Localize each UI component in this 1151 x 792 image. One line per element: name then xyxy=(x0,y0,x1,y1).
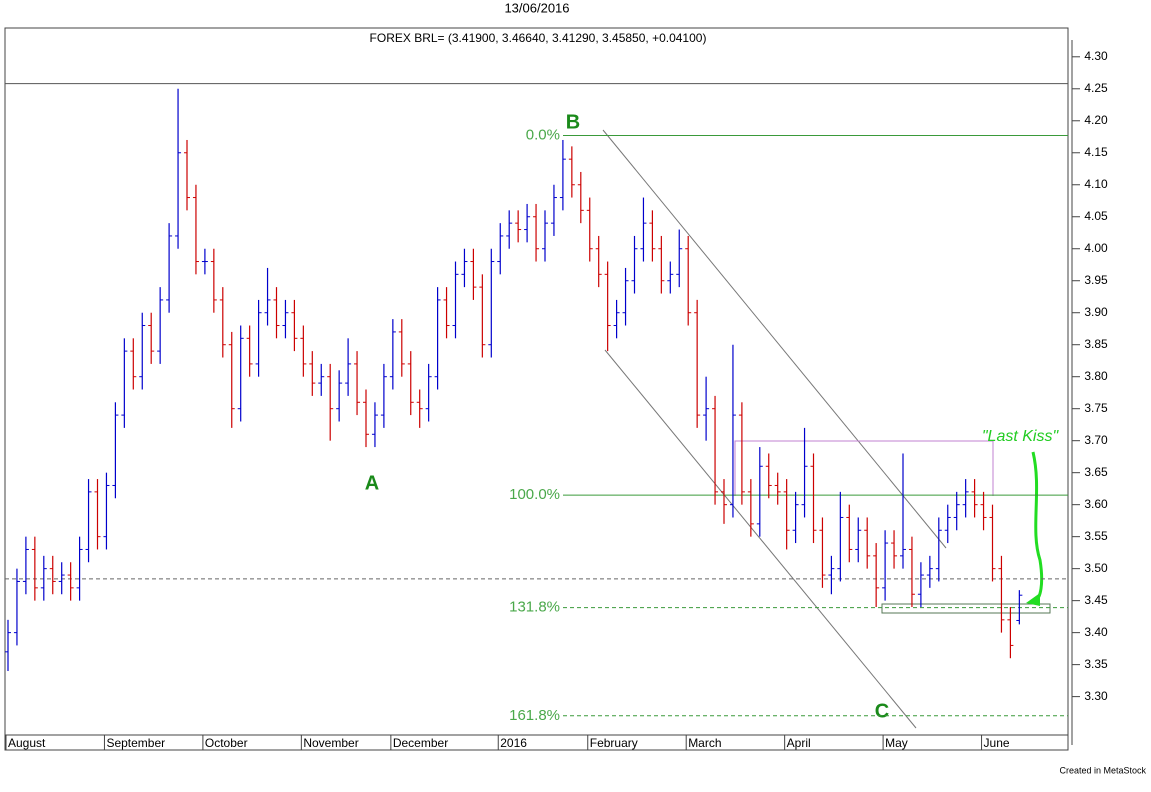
y-tick-label: 4.05 xyxy=(1084,209,1108,223)
kiss-box xyxy=(881,603,1051,614)
y-tick-label: 3.30 xyxy=(1084,689,1108,703)
y-tick-label: 3.45 xyxy=(1084,593,1108,607)
y-tick-label: 3.95 xyxy=(1084,273,1108,287)
fib-label: 161.8% xyxy=(509,707,560,724)
y-tick-label: 3.85 xyxy=(1084,337,1108,351)
point-label: B xyxy=(566,111,580,133)
y-tick-label: 3.40 xyxy=(1084,625,1108,639)
y-tick-label: 4.00 xyxy=(1084,241,1108,255)
footer: Created in MetaStock xyxy=(1059,765,1146,775)
x-tick-label: December xyxy=(393,736,448,750)
y-tick-label: 4.25 xyxy=(1084,81,1108,95)
channel-lower xyxy=(604,349,917,729)
y-tick-label: 3.75 xyxy=(1084,401,1108,415)
x-tick-label: 2016 xyxy=(500,736,527,750)
y-tick-label: 3.65 xyxy=(1084,465,1108,479)
subtitle: FOREX BRL= (3.41900, 3.46640, 3.41290, 3… xyxy=(370,31,707,45)
annotation: "Last Kiss" xyxy=(982,428,1060,445)
fib-label: 100.0% xyxy=(509,486,560,503)
y-tick-label: 4.15 xyxy=(1084,145,1108,159)
kiss-arrowhead xyxy=(1026,593,1040,606)
x-tick-label: October xyxy=(205,736,248,750)
plot-frame xyxy=(4,27,1069,751)
y-tick-label: 3.70 xyxy=(1084,433,1108,447)
x-tick-label: May xyxy=(885,736,908,750)
fib-label: 131.8% xyxy=(509,599,560,616)
y-tick-label: 4.10 xyxy=(1084,177,1108,191)
y-tick-label: 3.90 xyxy=(1084,305,1108,319)
chart-title: 13/06/2016 xyxy=(504,0,569,15)
x-tick-label: April xyxy=(787,736,811,750)
x-tick-label: September xyxy=(106,736,165,750)
x-tick-label: June xyxy=(984,736,1010,750)
y-tick-label: 3.35 xyxy=(1084,657,1108,671)
y-tick-label: 3.50 xyxy=(1084,561,1108,575)
point-label: C xyxy=(875,700,889,722)
y-tick-label: 3.55 xyxy=(1084,529,1108,543)
x-tick-label: August xyxy=(8,736,46,750)
kiss-arrow xyxy=(1031,451,1044,602)
channel-upper xyxy=(602,129,947,549)
y-tick-label: 3.60 xyxy=(1084,497,1108,511)
x-tick-label: February xyxy=(590,736,638,750)
y-tick-label: 4.20 xyxy=(1084,113,1108,127)
fib-label: 0.0% xyxy=(526,126,560,143)
x-tick-label: November xyxy=(303,736,358,750)
point-label: A xyxy=(365,472,379,494)
x-tick-label: March xyxy=(688,736,721,750)
y-tick-label: 4.30 xyxy=(1084,49,1108,63)
range-box xyxy=(734,440,994,496)
y-tick-label: 3.80 xyxy=(1084,369,1108,383)
